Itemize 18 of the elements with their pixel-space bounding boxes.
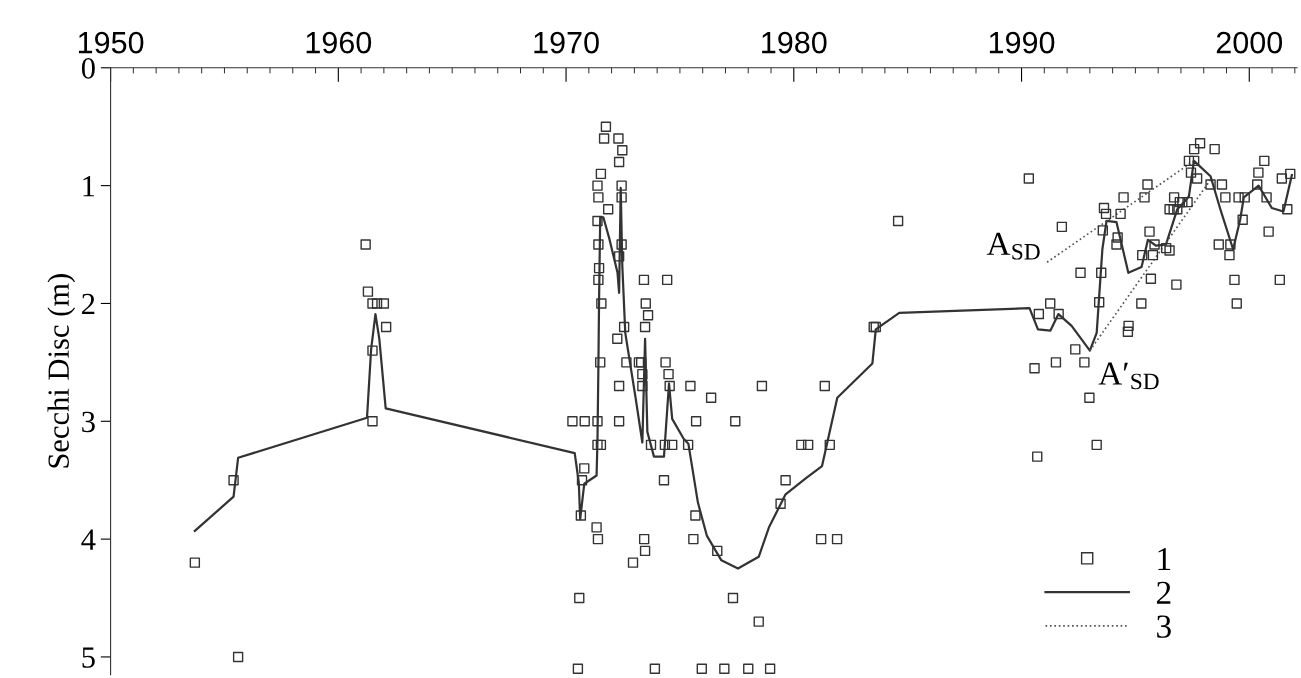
annotation: A′$_{SD}$ xyxy=(1098,362,1159,390)
y-tick-label: 0 xyxy=(81,58,95,79)
legend-label: 2 xyxy=(1156,581,1171,604)
y-tick-label: 3 xyxy=(82,411,95,433)
y-tick-label: 5 xyxy=(82,647,95,668)
annotation: A$_{SD}$ xyxy=(986,232,1040,260)
x-tick-label: 1990 xyxy=(989,31,1055,54)
y-tick-label: 2 xyxy=(82,293,95,315)
x-tick-label: 1950 xyxy=(78,31,144,54)
legend-label: 1 xyxy=(1158,547,1171,570)
y-axis-title: Secchi Disc (m) xyxy=(47,274,76,468)
x-tick-label: 1960 xyxy=(306,31,372,54)
x-tick-label: 2000 xyxy=(1216,31,1283,54)
y-tick-label: 4 xyxy=(81,529,96,550)
x-tick-label: 1980 xyxy=(762,31,827,54)
y-tick-label: 1 xyxy=(83,176,95,197)
legend-label: 3 xyxy=(1157,615,1171,638)
x-tick-label: 1970 xyxy=(534,31,599,54)
